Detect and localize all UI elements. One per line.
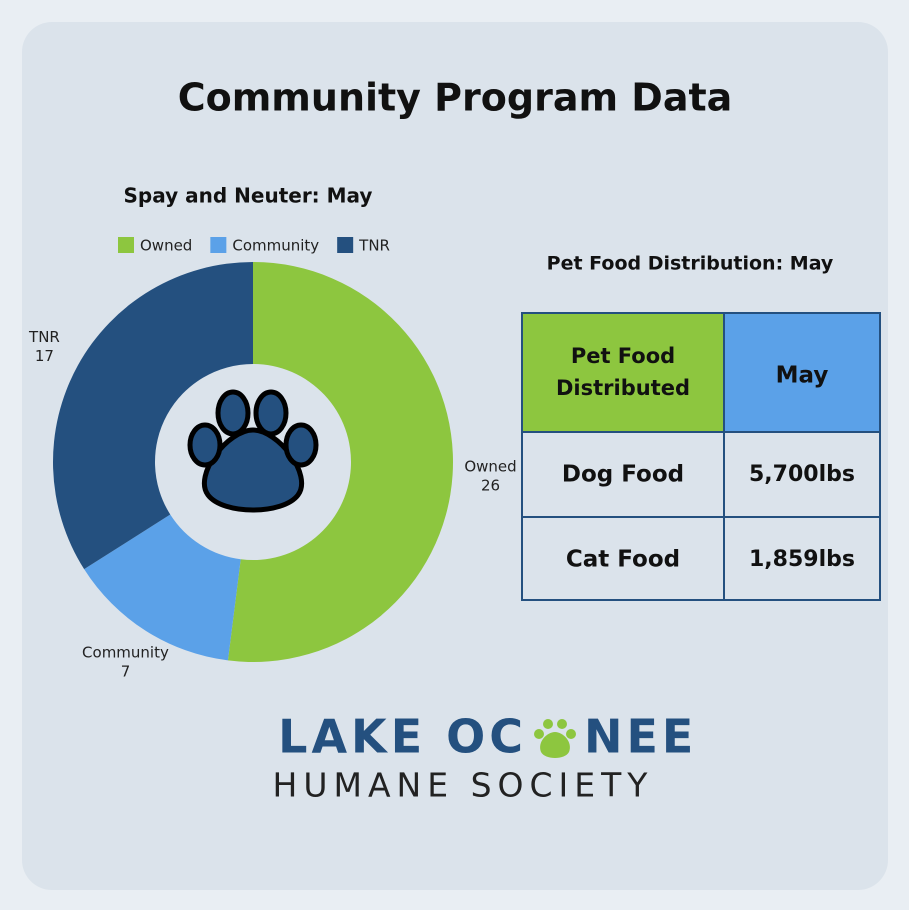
infographic: Community Program Data Spay and Neuter: …	[0, 0, 909, 910]
slice-label: Owned	[464, 457, 516, 475]
logo-subtext: HUMANE SOCIETY	[273, 766, 654, 805]
cell-value: 5,700lbs	[749, 462, 855, 487]
slice-value: 26	[481, 476, 500, 494]
cell-value: 1,859lbs	[749, 547, 855, 572]
header-cell-text: Pet Food Distributed	[532, 323, 714, 422]
legend-label: Owned	[140, 237, 192, 255]
page-title: Community Program Data	[178, 76, 733, 120]
chart-title: Spay and Neuter: May	[124, 184, 373, 208]
row-label: Cat Food	[566, 547, 680, 573]
logo-text: NEE	[584, 710, 697, 764]
legend-label: Community	[232, 237, 319, 255]
logo-text: LAKE OC	[278, 710, 527, 764]
header-label: May	[776, 363, 829, 389]
legend-swatch	[118, 237, 134, 253]
slice-value: 7	[121, 662, 131, 680]
legend-swatch	[337, 237, 353, 253]
slice-label: Community	[82, 643, 169, 661]
row-label: Dog Food	[562, 462, 684, 488]
page: Community Program Data Spay and Neuter: …	[0, 0, 909, 910]
legend-label: TNR	[358, 237, 390, 255]
header-label: Pet Food Distributed	[532, 323, 714, 422]
slice-label: TNR	[28, 328, 60, 346]
logo: LAKE OC NEE HUMANE SOCIETY	[273, 710, 698, 805]
table-title: Pet Food Distribution: May	[547, 253, 834, 275]
slice-value: 17	[35, 347, 54, 365]
legend-swatch	[210, 237, 226, 253]
